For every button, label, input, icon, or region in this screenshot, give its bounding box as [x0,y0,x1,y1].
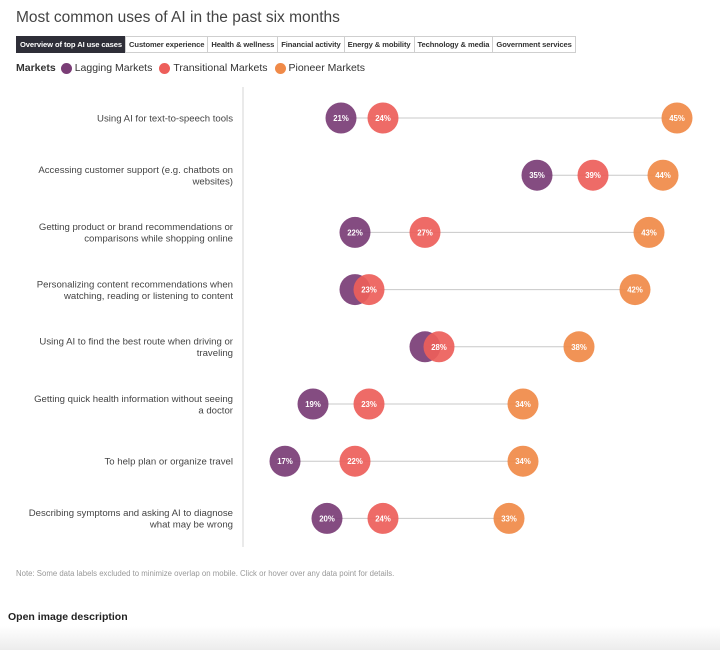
data-point-lagging-markets[interactable] [269,445,301,477]
data-point-transitional-markets[interactable] [353,388,385,420]
data-label: 39% [585,171,601,180]
category-label: Personalizing content recommendations wh… [37,279,233,290]
category-label: comparisons while shopping online [84,234,233,245]
tab-overview-of-top-ai-use-cases[interactable]: Overview of top AI use cases [16,36,127,53]
data-label: 45% [669,114,685,123]
tab-government-services[interactable]: Government services [492,36,576,53]
data-point-lagging-markets[interactable] [325,102,357,134]
data-label: 23% [361,286,377,295]
category-label: traveling [197,348,233,359]
chart-note: Note: Some data labels excluded to minim… [16,569,395,578]
legend-dot-icon [60,62,72,74]
data-label: 22% [347,228,363,237]
category-label: websites) [191,176,233,187]
data-point-pioneer-markets[interactable] [661,102,693,134]
data-point-pioneer-markets[interactable] [507,445,539,477]
tab-customer-experience[interactable]: Customer experience [125,36,209,53]
tab-health-wellness[interactable]: Health & wellness [207,36,279,53]
data-point-pioneer-markets[interactable] [563,331,595,363]
data-label: 38% [571,343,587,352]
data-point-lagging-markets[interactable] [311,502,343,534]
data-point-transitional-markets[interactable] [423,331,455,363]
data-label: 24% [375,114,391,123]
category-label: To help plan or organize travel [104,457,233,468]
category-label: what may be wrong [149,520,233,531]
data-point-lagging-markets[interactable] [339,216,371,248]
category-label: Getting quick health information without… [34,394,233,405]
legend-label: Pioneer Markets [288,62,365,74]
data-point-transitional-markets[interactable] [409,216,441,248]
data-label: 34% [515,400,531,409]
data-label: 24% [375,514,391,523]
category-label: a doctor [198,405,233,416]
data-point-transitional-markets[interactable] [339,445,371,477]
data-label: 23% [361,400,377,409]
category-label: Describing symptoms and asking AI to dia… [29,508,233,519]
data-point-lagging-markets[interactable] [521,159,553,191]
data-label: 22% [347,457,363,466]
legend-item-lagging-markets[interactable]: Lagging Markets [60,62,153,74]
open-image-description-button[interactable]: Open image description [8,611,128,623]
data-point-transitional-markets[interactable] [577,159,609,191]
category-label: Using AI for text-to-speech tools [97,114,233,125]
category-label: Accessing customer support (e.g. chatbot… [38,165,233,176]
tab-bar: Overview of top AI use cases Customer exp… [16,36,576,53]
data-point-pioneer-markets[interactable] [493,502,525,534]
legend-label: Transitional Markets [173,62,268,74]
data-label: 42% [627,286,643,295]
legend-item-pioneer-markets[interactable]: Pioneer Markets [274,62,365,74]
category-label: Getting product or brand recommendations… [39,222,234,233]
category-label: watching, reading or listening to conten… [63,291,233,302]
data-label: 20% [319,514,335,523]
data-label: 44% [655,171,671,180]
dot-plot-chart: Using AI for text-to-speech tools 21% 24% 4… [29,87,693,547]
data-point-pioneer-markets[interactable] [507,388,539,420]
legend: Markets Lagging Markets Transitional Mark… [16,62,372,74]
data-point-lagging-markets[interactable] [297,388,329,420]
data-label: 19% [305,400,321,409]
legend-dot-icon [274,62,286,74]
tab-energy-mobility[interactable]: Energy & mobility [343,36,415,53]
data-label: 33% [501,514,517,523]
data-label: 21% [333,114,349,123]
legend-item-transitional-markets[interactable]: Transitional Markets [159,62,268,74]
data-point-transitional-markets[interactable] [367,502,399,534]
legend-label: Lagging Markets [74,62,153,74]
bottom-fade [0,626,720,650]
data-label: 35% [529,171,545,180]
data-point-pioneer-markets[interactable] [633,216,665,248]
data-label: 27% [417,228,433,237]
category-label: Using AI to find the best route when dri… [39,337,233,348]
data-point-transitional-markets[interactable] [367,102,399,134]
data-point-transitional-markets[interactable] [353,274,385,306]
data-label: 34% [515,457,531,466]
data-label: 43% [641,228,657,237]
data-point-pioneer-markets[interactable] [647,159,679,191]
tab-technology-media[interactable]: Technology & media [413,36,494,53]
chart-title: Most common uses of AI in the past six m… [16,9,340,26]
data-point-pioneer-markets[interactable] [619,274,651,306]
legend-title: Markets [16,62,56,74]
data-label: 17% [277,457,293,466]
legend-dot-icon [159,62,171,74]
data-label: 28% [431,343,447,352]
